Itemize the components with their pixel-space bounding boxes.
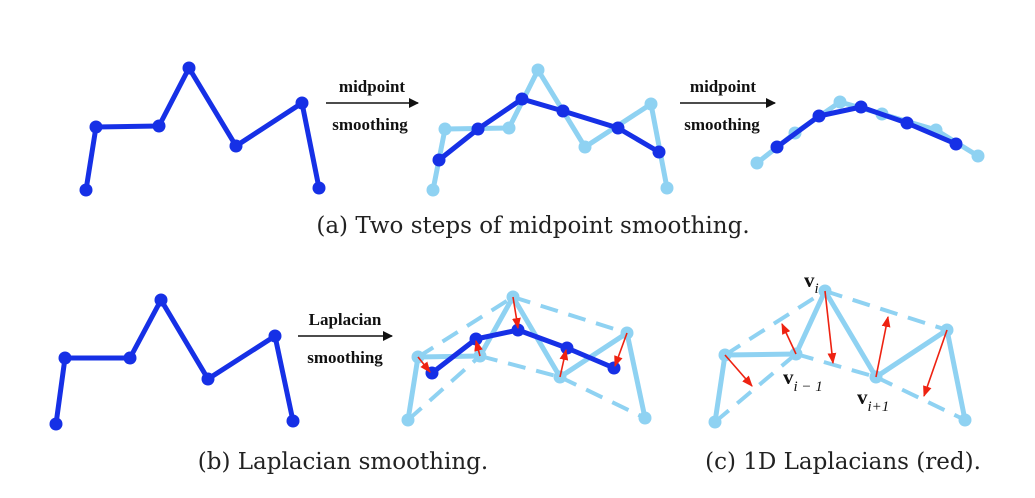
vertex — [471, 122, 485, 136]
vertex — [154, 293, 168, 307]
vertex — [182, 61, 196, 75]
label-vi: vi — [804, 268, 819, 297]
vertex — [432, 153, 446, 167]
vertex — [560, 341, 574, 355]
panel-c: vi vi − 1 vi+1 (c) 1D Laplacians (red). — [705, 268, 981, 475]
arrow-label-bottom: smoothing — [684, 115, 760, 134]
vertex — [295, 96, 309, 110]
neighbor-dashed-links-c — [713, 289, 966, 424]
arrow-b1: Laplacian smoothing — [298, 310, 393, 367]
vertex — [770, 140, 784, 154]
polyline-step1-ghost — [426, 63, 674, 197]
dashed-neighbor-links — [406, 295, 646, 422]
vertex — [312, 181, 326, 195]
arrow-a1: midpoint smoothing — [326, 77, 419, 134]
vertex — [515, 92, 529, 106]
arrow-label-bottom: smoothing — [332, 115, 408, 134]
laplacian-vectors-c — [724, 290, 948, 398]
caption-b: (b) Laplacian smoothing. — [198, 449, 488, 475]
vertex — [89, 120, 103, 134]
arrow-label-top: midpoint — [690, 77, 756, 96]
vertex — [708, 415, 722, 429]
vertex — [900, 116, 914, 130]
vertex — [229, 139, 243, 153]
arrow-a2: midpoint smoothing — [680, 77, 776, 134]
vertex — [58, 351, 72, 365]
vertex — [401, 413, 415, 427]
arrow-label-top: Laplacian — [309, 310, 382, 329]
vertex — [644, 97, 658, 111]
caption-c: (c) 1D Laplacians (red). — [705, 449, 981, 475]
vertex — [607, 361, 621, 375]
label-vi-minus-1: vi − 1 — [783, 365, 823, 395]
vertex — [812, 109, 826, 123]
vertex — [79, 183, 93, 197]
polyline-step2-smoothed — [770, 100, 963, 154]
caption-a: (a) Two steps of midpoint smoothing. — [316, 213, 749, 239]
vertex — [660, 181, 674, 195]
vertex — [502, 121, 516, 135]
vertex — [531, 63, 545, 77]
polyline-c — [708, 284, 972, 429]
vertex — [638, 411, 652, 425]
vertex — [854, 100, 868, 114]
vertex — [556, 104, 570, 118]
vertex — [611, 121, 625, 135]
vertex — [971, 149, 985, 163]
vertex — [949, 137, 963, 151]
vertex — [49, 417, 63, 431]
vertex — [652, 145, 666, 159]
vertex — [123, 351, 137, 365]
vertex — [201, 372, 215, 386]
polyline-step1-smoothed — [432, 92, 666, 167]
vertex — [958, 413, 972, 427]
vertex — [286, 414, 300, 428]
polyline-step2-ghost — [750, 95, 985, 170]
vertex — [268, 329, 282, 343]
panel-a: midpoint smoothing midpoint smoothing — [79, 61, 985, 239]
polyline-original-a — [79, 61, 326, 197]
vertex — [438, 122, 452, 136]
arrow-label-bottom: smoothing — [307, 348, 383, 367]
vertex — [750, 156, 764, 170]
panel-b: Laplacian smoothing — [49, 290, 652, 475]
vertex — [426, 183, 440, 197]
vertex — [152, 119, 166, 133]
laplacian-ghost-b — [401, 290, 652, 427]
vertex — [578, 140, 592, 154]
label-vi-plus-1: vi+1 — [857, 385, 889, 415]
vertex — [833, 95, 847, 109]
laplacian-vectors-b — [417, 296, 628, 378]
polyline-original-b — [49, 293, 300, 431]
arrow-label-top: midpoint — [339, 77, 405, 96]
